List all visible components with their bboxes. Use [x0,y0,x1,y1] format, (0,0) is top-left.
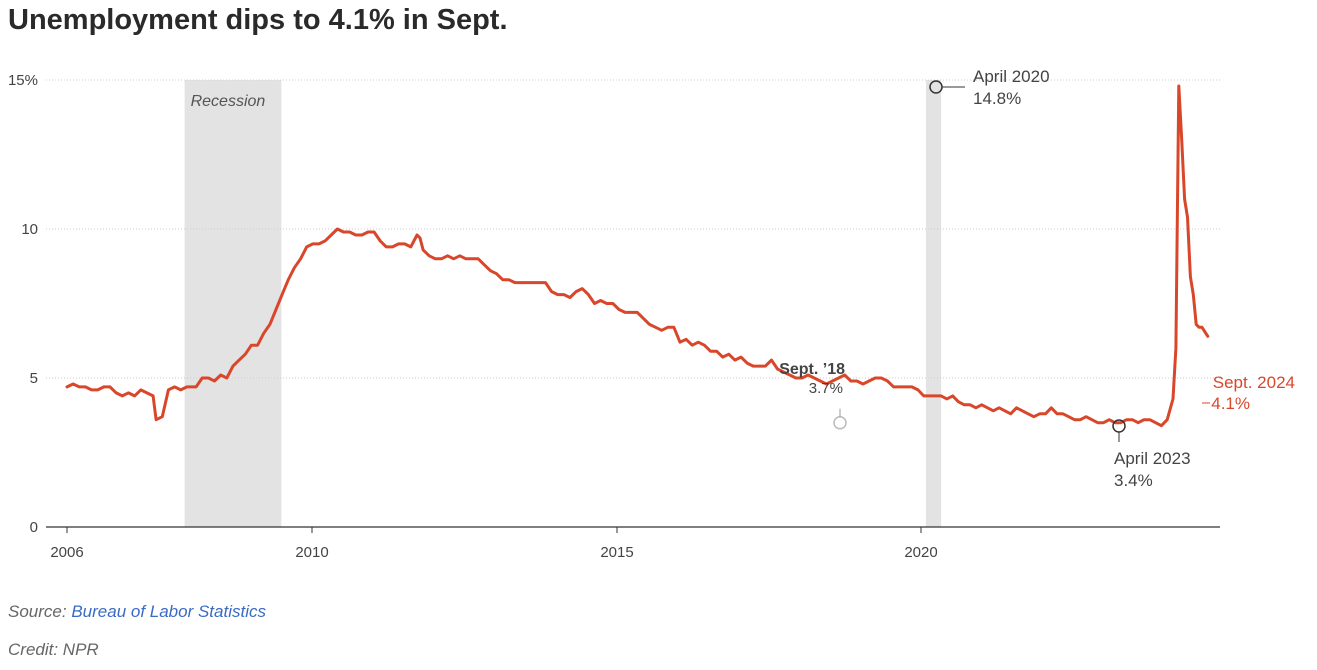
y-tick-label: 5 [30,370,38,387]
x-axis: 2006 2010 2015 2020 [50,527,938,561]
x-tick-label: 2015 [600,544,633,561]
y-tick-label: 15% [8,72,38,89]
annotation-label: Sept. ’18 [779,361,845,378]
y-tick-label: 0 [30,519,38,536]
annotation-value: 3.4% [1114,471,1153,490]
recession-band [925,80,942,527]
series-line-group [65,84,1210,428]
recession-band [184,80,282,527]
credit-line: Credit: NPR [8,640,99,659]
shaded-regions: Recession [184,80,942,527]
annotation-label: April 2023 [1114,449,1191,468]
annotations: Sept. ’18 3.7% April 2020 14.8% April 2023 3.… [779,67,1295,490]
annotation-label: April 2020 [973,67,1050,86]
source-line: Source: Bureau of Labor Statistics [8,602,266,622]
x-tick-label: 2006 [50,544,83,561]
annotation-marker [833,415,847,430]
y-tick-label: 10 [21,221,38,238]
source-link[interactable]: Bureau of Labor Statistics [71,602,266,621]
annotation-value: 3.7% [809,380,843,397]
annotation-value: 4.1% [1211,394,1250,413]
recession-label: Recession [191,93,266,110]
annotation-label: Sept. 2024 [1213,373,1295,392]
unemployment-line-chart: Recession 0 5 10 15% 2006 2010 2015 2020 Sept.… [8,67,1295,561]
x-tick-label: 2010 [295,544,328,561]
x-tick-label: 2020 [904,544,937,561]
annotation-value: 14.8% [973,89,1021,108]
chart-title: Unemployment dips to 4.1% in Sept. [8,4,508,36]
source-label: Source: [8,602,67,621]
y-gridlines: 0 5 10 15% [8,72,1220,536]
unemployment-series-line [65,84,1210,428]
